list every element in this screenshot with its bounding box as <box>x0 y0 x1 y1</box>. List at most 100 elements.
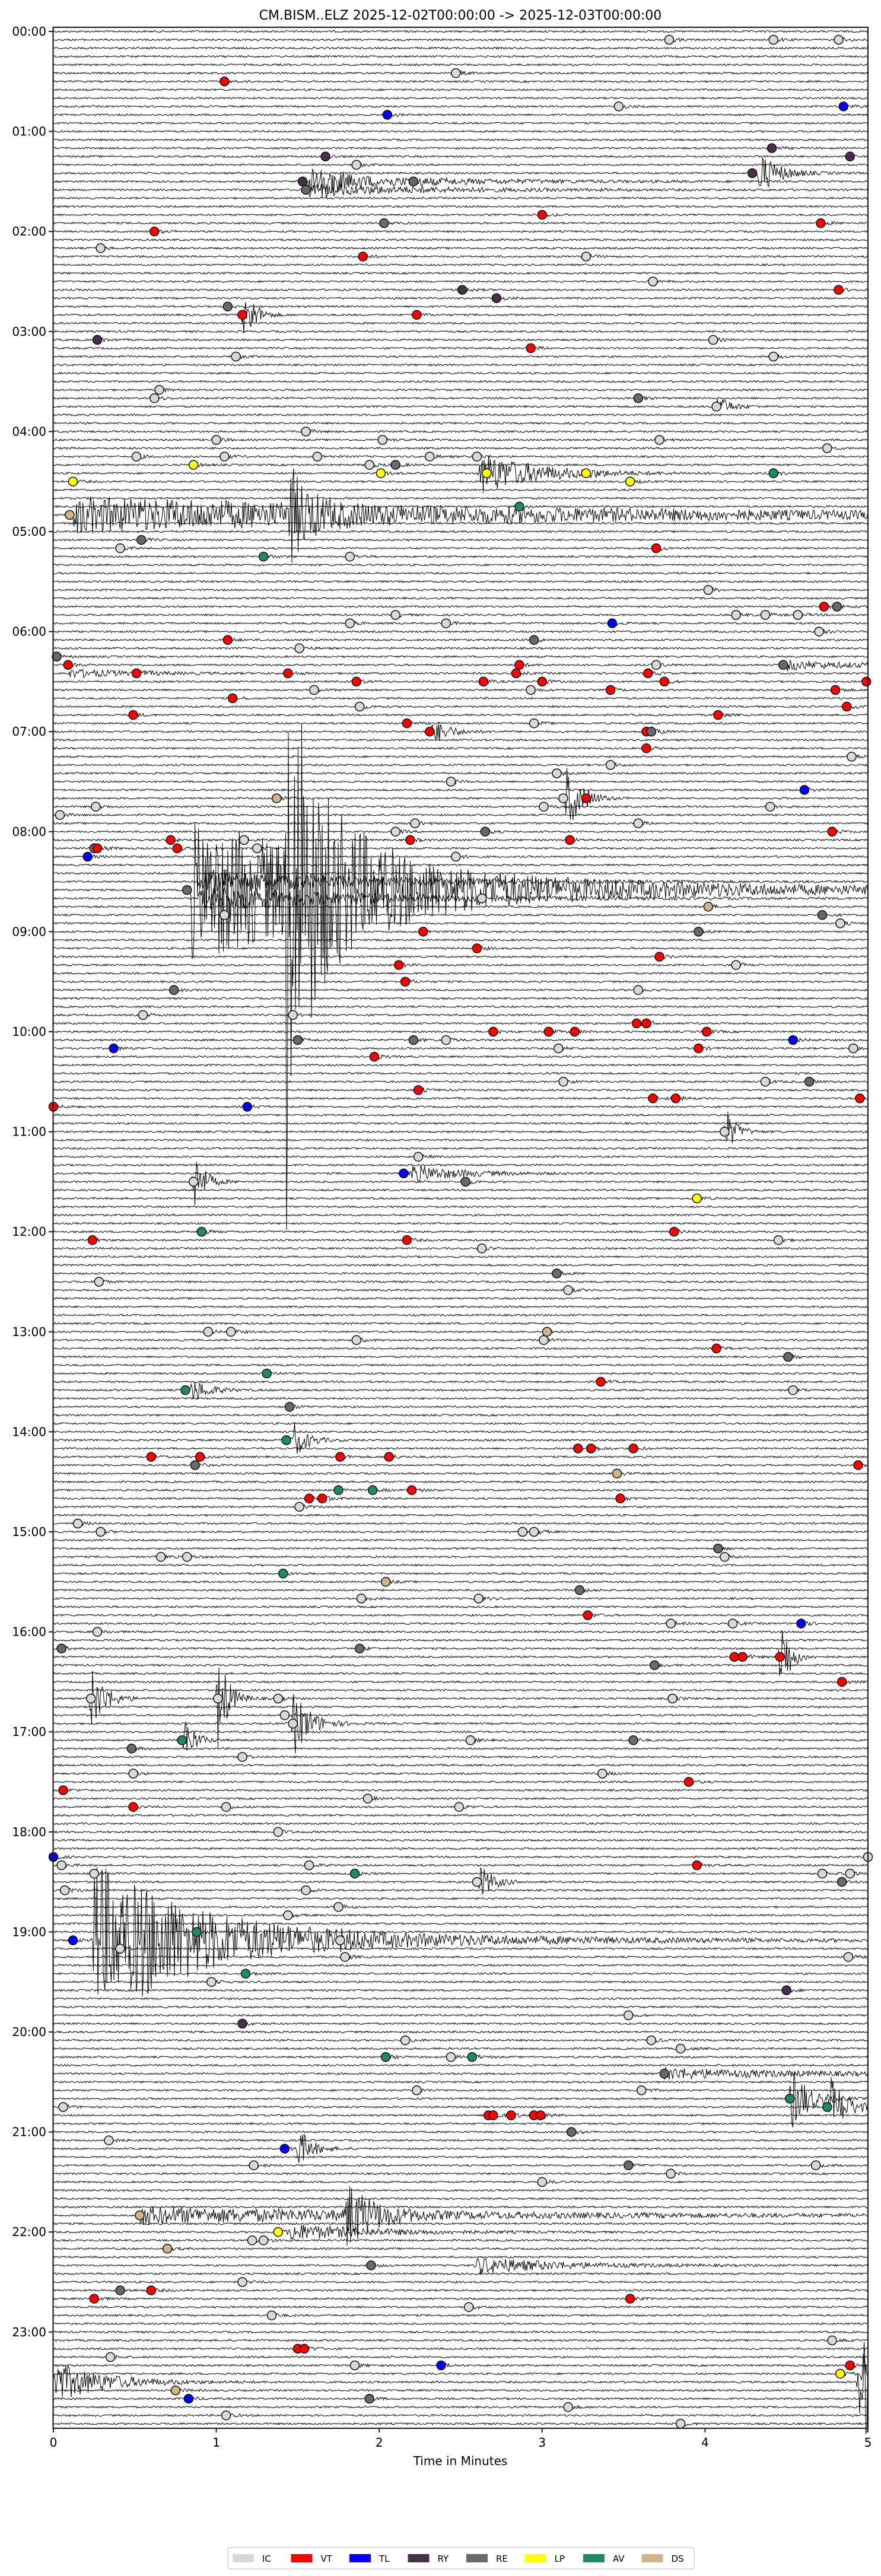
trace-row <box>53 30 868 33</box>
trace-row <box>53 1679 868 1685</box>
event-marker-ic <box>237 2277 247 2287</box>
event-marker-vt <box>58 1785 68 1795</box>
trace-row <box>53 1538 868 1542</box>
event-marker-ic <box>340 1952 350 1962</box>
trace-row <box>53 1745 868 1752</box>
trace-row <box>53 1122 868 1125</box>
event-marker-ic <box>400 2035 411 2046</box>
trace-row <box>53 1662 868 1668</box>
trace-row <box>53 778 868 785</box>
event-marker-ic <box>563 1285 573 1295</box>
event-marker-ic <box>637 2085 647 2095</box>
event-marker-ic <box>356 1594 367 1604</box>
trace-row <box>53 1028 868 1035</box>
trace-row <box>53 679 868 685</box>
trace-row <box>53 1688 868 1692</box>
trace-row <box>53 1862 868 1868</box>
trace-row <box>53 446 868 450</box>
event-marker-vt <box>299 2343 310 2354</box>
event-marker-ic <box>273 1693 284 1704</box>
trace-row <box>53 478 868 486</box>
trace-row <box>53 220 868 227</box>
trace-row <box>53 1413 868 1417</box>
event-marker-ic <box>345 618 355 628</box>
trace-row <box>53 828 868 835</box>
trace-row <box>53 1605 868 1608</box>
event-marker-av <box>196 1226 207 1237</box>
y-tick-label: 05:00 <box>12 524 46 539</box>
event-marker-ic <box>410 818 420 829</box>
legend-label-ic: IC <box>262 2553 271 2564</box>
trace-row <box>53 720 868 726</box>
trace-row <box>53 768 868 820</box>
event-marker-ic <box>55 810 65 820</box>
trace-row <box>53 96 868 100</box>
trace-row <box>53 2186 868 2246</box>
legend-swatch-av <box>583 2554 605 2562</box>
event-marker-ic <box>711 402 721 412</box>
trace-row <box>53 1571 868 1576</box>
trace-row <box>53 55 868 58</box>
trace-row <box>53 1620 868 1627</box>
event-marker-ic <box>226 1327 236 1337</box>
trace-row <box>53 721 868 742</box>
event-marker-vt <box>669 1226 679 1237</box>
event-marker-ic <box>138 1010 148 1020</box>
event-marker-ic <box>59 1885 70 1896</box>
legend-frame <box>227 2547 695 2569</box>
event-marker-ic <box>552 768 562 778</box>
trace-row <box>53 395 868 401</box>
legend: IC VT TL RY RE LP AV DS <box>227 2547 695 2569</box>
event-marker-tl <box>82 851 93 862</box>
event-marker-ic <box>104 2135 114 2145</box>
legend-label-re: RE <box>496 2553 508 2564</box>
event-marker-ic <box>720 1127 730 1137</box>
event-marker-vt <box>150 226 160 237</box>
event-marker-vt <box>586 1443 596 1454</box>
trace-row <box>53 920 868 927</box>
y-tick-label: 07:00 <box>12 724 46 739</box>
trace-row <box>53 453 868 460</box>
event-marker-lp <box>273 2227 284 2237</box>
event-marker-ic <box>554 1043 564 1054</box>
trace-row <box>53 138 868 142</box>
event-marker-vt <box>625 2294 635 2304</box>
trace-row <box>53 1486 868 1494</box>
event-marker-tl <box>796 1618 806 1629</box>
event-marker-vt <box>283 668 293 679</box>
event-marker-ic <box>463 2302 474 2312</box>
trace-row <box>53 2171 868 2176</box>
x-tick-label: 2 <box>376 2435 383 2450</box>
trace-row <box>53 330 868 333</box>
y-tick-label: 20:00 <box>12 2025 46 2039</box>
event-marker-ic <box>451 68 461 78</box>
trace-row <box>53 945 868 952</box>
trace-row <box>53 904 868 910</box>
trace-row <box>53 1328 868 1335</box>
event-marker-ic <box>273 1827 284 1837</box>
event-marker-vt <box>605 685 616 695</box>
trace-row <box>53 703 868 710</box>
trace-row <box>53 2330 868 2334</box>
event-marker-lp <box>625 476 635 486</box>
event-marker-ry <box>845 151 855 162</box>
trace-row <box>53 979 868 984</box>
trace-row <box>53 1904 868 1909</box>
event-marker-ic <box>312 451 323 462</box>
trace-row <box>53 2205 868 2209</box>
event-marker-ic <box>476 1244 487 1254</box>
event-marker-ic <box>96 243 106 253</box>
event-marker-vt <box>729 1652 740 1662</box>
trace-row <box>53 1987 868 1993</box>
y-tick-label: 15:00 <box>12 1525 46 1539</box>
event-marker-re <box>56 1643 66 1653</box>
trace-row <box>53 2133 868 2163</box>
event-marker-re <box>778 660 788 670</box>
trace-row <box>53 146 868 150</box>
y-tick-label: 23:00 <box>12 2325 46 2339</box>
y-tick-label: 13:00 <box>12 1325 46 1339</box>
event-marker-tl <box>436 2360 446 2371</box>
trace-row <box>53 304 868 309</box>
trace-row <box>53 2197 868 2200</box>
trace-row <box>53 1730 868 1734</box>
